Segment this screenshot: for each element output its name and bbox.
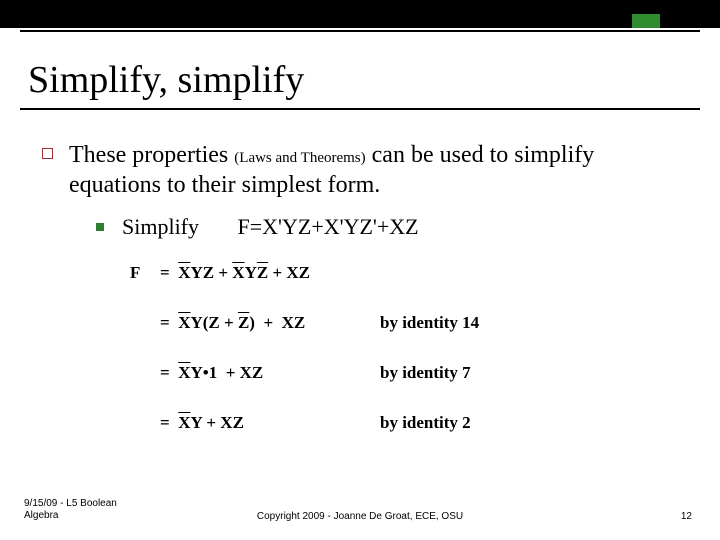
- main-bullet: These properties (Laws and Theorems) can…: [42, 140, 672, 200]
- slide-title: Simplify, simplify: [28, 58, 304, 102]
- footer-right: 12: [681, 511, 692, 522]
- sub-bullet-icon: [96, 223, 104, 231]
- sub-bullet: Simplify F=X'YZ+X'YZ'+XZ: [96, 214, 419, 240]
- eq-row-1: F = XYZ + XYZ + XZ: [130, 258, 479, 286]
- eq2-mid: = XY(Z + Z) + XZ: [160, 314, 380, 331]
- title-underline: [20, 108, 700, 110]
- eq3-mid: = XY•1 + XZ: [160, 364, 380, 381]
- top-underline: [20, 30, 700, 32]
- eq-row-3: = XY•1 + XZ by identity 7: [130, 358, 479, 386]
- eq3-note: by identity 7: [380, 364, 471, 381]
- eq2-note: by identity 14: [380, 314, 479, 331]
- derivation: F = XYZ + XYZ + XZ = XY(Z + Z) + XZ by i…: [130, 258, 479, 458]
- sub-label: Simplify: [122, 214, 199, 239]
- main-pre: These properties: [69, 142, 234, 168]
- eq4-note: by identity 2: [380, 414, 471, 431]
- accent-square: [632, 14, 660, 28]
- bullet-icon: [42, 148, 53, 159]
- eq-row-4: = XY + XZ by identity 2: [130, 408, 479, 436]
- sub-expr: F=X'YZ+X'YZ'+XZ: [238, 214, 419, 239]
- footer-center: Copyright 2009 - Joanne De Groat, ECE, O…: [0, 511, 720, 522]
- main-mid: (Laws and Theorems): [234, 150, 365, 166]
- top-bar: [0, 0, 720, 28]
- eq-row-2: = XY(Z + Z) + XZ by identity 14: [130, 308, 479, 336]
- sub-text: Simplify F=X'YZ+X'YZ'+XZ: [122, 214, 419, 240]
- eq4-mid: = XY + XZ: [160, 414, 380, 431]
- eq1-left: F: [130, 264, 160, 281]
- main-text: These properties (Laws and Theorems) can…: [69, 140, 672, 200]
- eq1-mid: = XYZ + XYZ + XZ: [160, 264, 380, 281]
